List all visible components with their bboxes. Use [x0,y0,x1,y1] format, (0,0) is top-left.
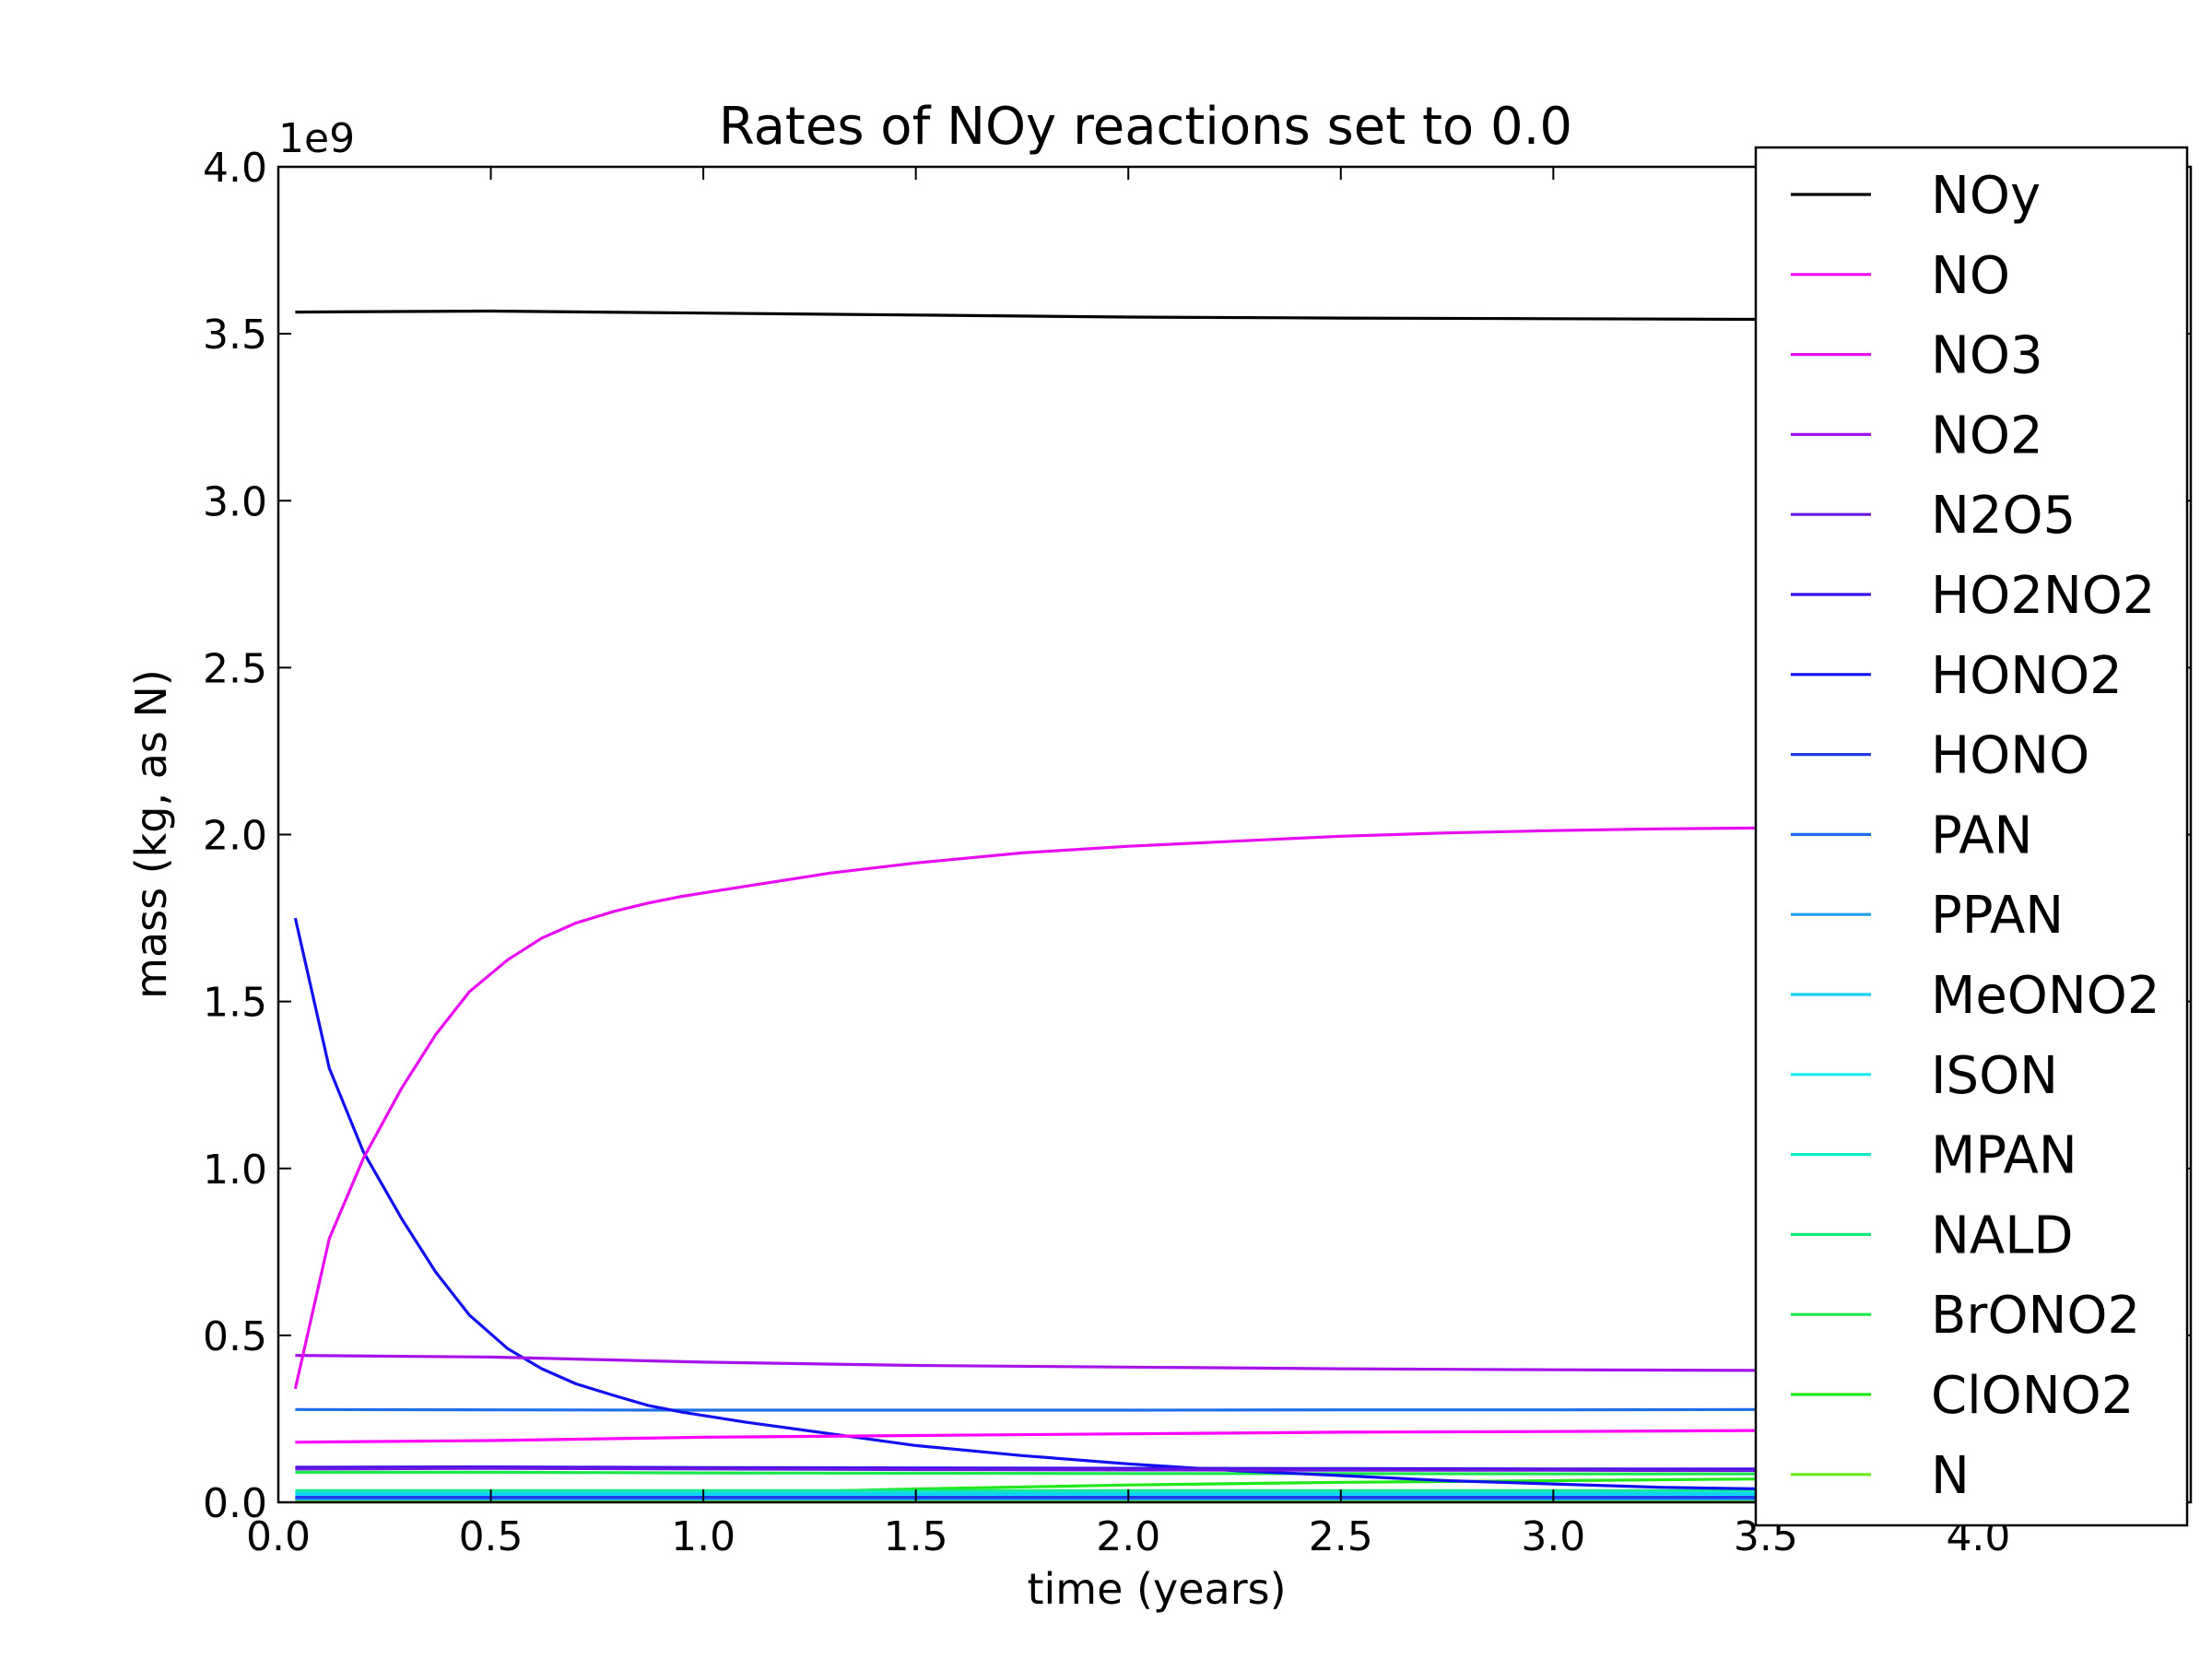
y-tick-label: 4.0 [203,145,267,192]
y-tick-label: 0.0 [203,1480,267,1527]
series-line-no [295,1429,1766,1444]
legend-label-noy: NOy [1931,166,2041,226]
x-tick-label: 0.0 [246,1513,311,1560]
legend-label-brono2: BrONO2 [1931,1286,2140,1346]
legend-label-n: N [1931,1446,1970,1506]
y-tick-label: 2.0 [203,813,267,860]
legend-label-clono2: ClONO2 [1931,1366,2134,1426]
y-axis-label: mass (kg, as N) [126,669,176,999]
y-tick-label: 2.5 [203,645,267,692]
y-tick-label: 1.5 [203,980,267,1027]
series-line-no2 [295,1354,1766,1372]
ticks-layer: 0.0 0.5 1.0 1.5 2.0 2.5 3.0 3.5 4.0 0.0 0.5 1.0 1.5 2… [203,145,2191,1560]
legend-label-no: NO [1931,246,2010,306]
legend-label-pan: PAN [1931,806,2032,865]
legend-label-hono2: HONO2 [1931,646,2123,706]
x-tick-label: 1.0 [671,1513,735,1560]
legend-label-n2o5: N2O5 [1931,486,2076,546]
chart-title: Rates of NOy reactions set to 0.0 [719,97,1572,157]
y-tick-label: 1.0 [203,1147,267,1194]
x-tick-label: 2.0 [1096,1513,1160,1560]
series-line-pan [295,1407,1766,1412]
series-line-noy [295,309,1766,322]
series-line-no3 [293,826,1766,1390]
legend-label-hono: HONO [1931,726,2089,786]
series-layer [293,309,1766,1502]
legend-label-no3: NO3 [1931,326,2043,386]
legend-label-ison: ISON [1931,1046,2058,1106]
legend-label-mpan: MPAN [1931,1126,2077,1186]
y-multiplier-label: 1e9 [278,115,355,162]
legend: NOy NO NO3 NO2 N2O5 HO2NO2 HONO2 HONO PAN PPAN MeO… [1754,146,2189,1527]
legend-label-ho2no2: HO2NO2 [1931,566,2155,626]
y-tick-label: 3.0 [203,478,267,525]
series-line-n2o5 [295,1466,1766,1473]
x-axis-label: time (years) [1027,1564,1286,1614]
x-tick-label: 3.0 [1521,1513,1585,1560]
legend-label-ppan: PPAN [1931,886,2064,946]
legend-label-no2: NO2 [1931,406,2043,465]
x-tick-label: 1.5 [884,1513,948,1560]
x-tick-label: 2.5 [1309,1513,1373,1560]
series-line-hono2 [293,917,1766,1491]
legend-box [1754,146,2189,1527]
y-tick-label: 3.5 [203,312,267,359]
series-line-brono2 [295,1470,1766,1476]
x-tick-label: 0.5 [459,1513,524,1560]
legend-label-meono2: MeONO2 [1931,966,2159,1026]
y-tick-label: 0.5 [203,1313,267,1360]
legend-label-nald: NALD [1931,1206,2074,1265]
